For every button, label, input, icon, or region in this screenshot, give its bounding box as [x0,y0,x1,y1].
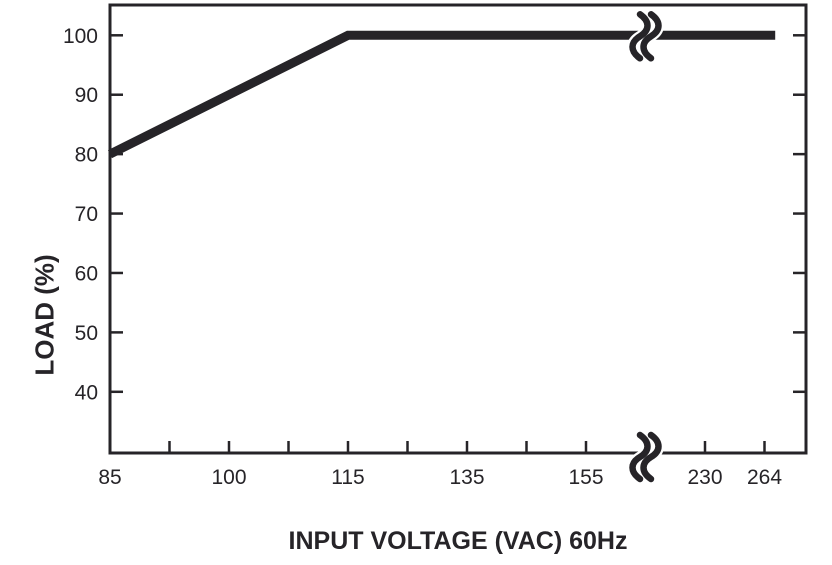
y-tick-label: 50 [75,322,98,345]
x-tick-label: 115 [331,466,364,489]
x-tick-label: 264 [747,466,782,489]
axis-break-icon [640,11,662,62]
x-axis-title: INPUT VOLTAGE (VAC) 60Hz [288,527,628,555]
y-tick-label: 40 [75,381,98,404]
y-tick-label: 60 [75,262,98,285]
x-tick-label: 135 [449,466,484,489]
axis-break-icon [629,431,651,483]
axis-break-icon [629,11,651,62]
y-tick-label: 90 [75,84,98,107]
x-tick-label: 100 [211,466,246,489]
axis-break-icon [640,431,662,483]
x-tick-label: 155 [568,466,603,489]
load-derating-line [107,30,776,159]
y-tick-label: 80 [75,144,98,167]
x-tick-label: 85 [98,466,121,489]
plot-border [108,3,808,455]
y-axis-title: LOAD (%) [29,254,60,376]
y-tick-label: 100 [63,25,98,48]
x-tick-label: 230 [687,466,722,489]
y-tick-label: 70 [75,203,98,226]
